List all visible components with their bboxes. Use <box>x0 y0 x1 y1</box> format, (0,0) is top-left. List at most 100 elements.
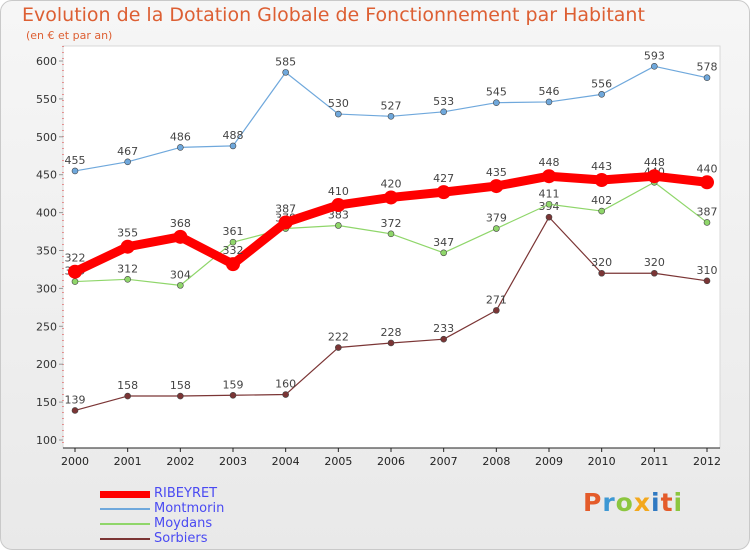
chart-subtitle: (en € et par an) <box>26 29 113 42</box>
legend-swatch-sorbiers <box>100 538 150 540</box>
data-label-ribeyret: 427 <box>433 172 454 185</box>
data-label-sorbiers: 320 <box>591 256 612 269</box>
y-tick-label: 350 <box>36 245 57 258</box>
y-tick-label: 500 <box>36 131 57 144</box>
data-point-ribeyret <box>68 264 82 279</box>
data-point-sorbiers <box>651 269 658 277</box>
data-label-montmorin: 467 <box>117 145 138 158</box>
data-point-montmorin <box>598 91 605 98</box>
data-point-ribeyret <box>226 257 240 272</box>
data-label-montmorin: 585 <box>275 55 296 68</box>
data-point-sorbiers <box>703 277 711 285</box>
data-label-moydans: 347 <box>433 236 454 249</box>
y-tick-label: 150 <box>36 396 57 409</box>
x-tick-label: 2005 <box>324 455 352 468</box>
logo-letter: r <box>602 488 616 517</box>
data-label-montmorin: 546 <box>539 85 560 98</box>
data-point-ribeyret <box>278 215 293 230</box>
data-point-moydans <box>440 249 447 257</box>
y-tick-label: 300 <box>36 282 57 295</box>
data-label-sorbiers: 159 <box>223 378 244 391</box>
data-label-moydans: 411 <box>539 187 560 200</box>
data-point-sorbiers <box>493 307 500 314</box>
data-label-moydans: 387 <box>697 205 718 218</box>
legend-label-moydans: Moydans <box>154 516 213 531</box>
legend-swatch-ribeyret <box>100 491 150 498</box>
data-label-ribeyret: 332 <box>223 244 244 257</box>
logo-letter: i <box>673 488 684 517</box>
data-point-ribeyret <box>594 173 609 188</box>
data-point-montmorin <box>124 158 131 166</box>
data-point-moydans <box>493 225 500 232</box>
logo-letter: o <box>615 488 634 517</box>
data-point-ribeyret <box>173 229 188 244</box>
data-label-ribeyret: 420 <box>381 177 402 190</box>
data-label-montmorin: 455 <box>65 154 86 167</box>
data-label-sorbiers: 310 <box>697 264 718 277</box>
data-point-moydans <box>545 200 553 208</box>
data-label-ribeyret: 322 <box>65 252 86 265</box>
x-tick-label: 2006 <box>377 455 405 468</box>
data-label-montmorin: 556 <box>591 77 612 90</box>
data-label-montmorin: 533 <box>433 95 454 108</box>
proxiti-logo[interactable]: Proxiti <box>583 488 683 517</box>
legend-swatch-montmorin <box>100 508 150 510</box>
data-label-ribeyret: 448 <box>644 156 665 169</box>
data-point-montmorin <box>651 63 658 70</box>
logo-letter: P <box>583 488 603 517</box>
y-tick-label: 200 <box>36 358 57 371</box>
data-point-montmorin <box>545 98 553 106</box>
legend-label-montmorin: Montmorin <box>154 501 225 516</box>
legend-label-sorbiers: Sorbiers <box>154 531 208 546</box>
data-point-ribeyret <box>436 185 451 200</box>
x-tick-label: 2002 <box>166 455 194 468</box>
data-point-ribeyret <box>700 175 714 190</box>
data-label-moydans: 379 <box>486 212 507 225</box>
legend-swatch-moydans <box>100 523 150 525</box>
data-point-ribeyret <box>542 169 556 184</box>
data-point-montmorin <box>335 110 342 118</box>
data-label-sorbiers: 158 <box>117 379 138 392</box>
x-tick-label: 2004 <box>272 455 300 468</box>
x-tick-label: 2008 <box>482 455 510 468</box>
data-point-sorbiers <box>177 392 184 400</box>
data-label-montmorin: 578 <box>697 61 718 74</box>
logo-letter: i <box>651 488 661 517</box>
data-point-moydans <box>71 278 79 285</box>
data-point-montmorin <box>177 144 184 151</box>
data-label-sorbiers: 228 <box>381 326 402 339</box>
x-tick-label: 2011 <box>640 455 668 468</box>
data-point-montmorin <box>71 167 79 175</box>
data-point-montmorin <box>229 142 237 150</box>
y-tick-label: 450 <box>36 169 57 182</box>
data-label-sorbiers: 158 <box>170 379 191 392</box>
data-point-ribeyret <box>489 179 504 194</box>
data-label-sorbiers: 139 <box>65 393 86 406</box>
data-label-ribeyret: 368 <box>170 217 191 230</box>
data-point-moydans <box>229 238 237 246</box>
data-label-montmorin: 530 <box>328 97 349 110</box>
data-label-ribeyret: 355 <box>117 227 138 240</box>
data-label-moydans: 304 <box>170 268 191 281</box>
chart-title: Evolution de la Dotation Globale de Fonc… <box>22 4 645 26</box>
data-point-montmorin <box>493 99 500 106</box>
x-tick-label: 2003 <box>219 455 247 468</box>
data-label-moydans: 361 <box>223 225 244 238</box>
data-label-ribeyret: 387 <box>275 202 296 215</box>
data-label-moydans: 383 <box>328 208 349 221</box>
data-point-moydans <box>703 219 711 226</box>
y-tick-label: 400 <box>36 207 57 220</box>
data-label-montmorin: 593 <box>644 49 665 62</box>
x-tick-label: 2007 <box>430 455 458 468</box>
data-label-sorbiers: 320 <box>644 256 665 269</box>
data-point-moydans <box>598 207 605 215</box>
data-point-ribeyret <box>120 239 135 254</box>
data-point-montmorin <box>703 74 711 81</box>
y-tick-label: 100 <box>36 434 57 447</box>
data-point-sorbiers <box>598 269 605 277</box>
data-point-ribeyret <box>384 190 398 205</box>
data-label-sorbiers: 160 <box>275 378 296 391</box>
data-label-ribeyret: 443 <box>591 160 612 173</box>
data-point-sorbiers <box>282 391 289 398</box>
